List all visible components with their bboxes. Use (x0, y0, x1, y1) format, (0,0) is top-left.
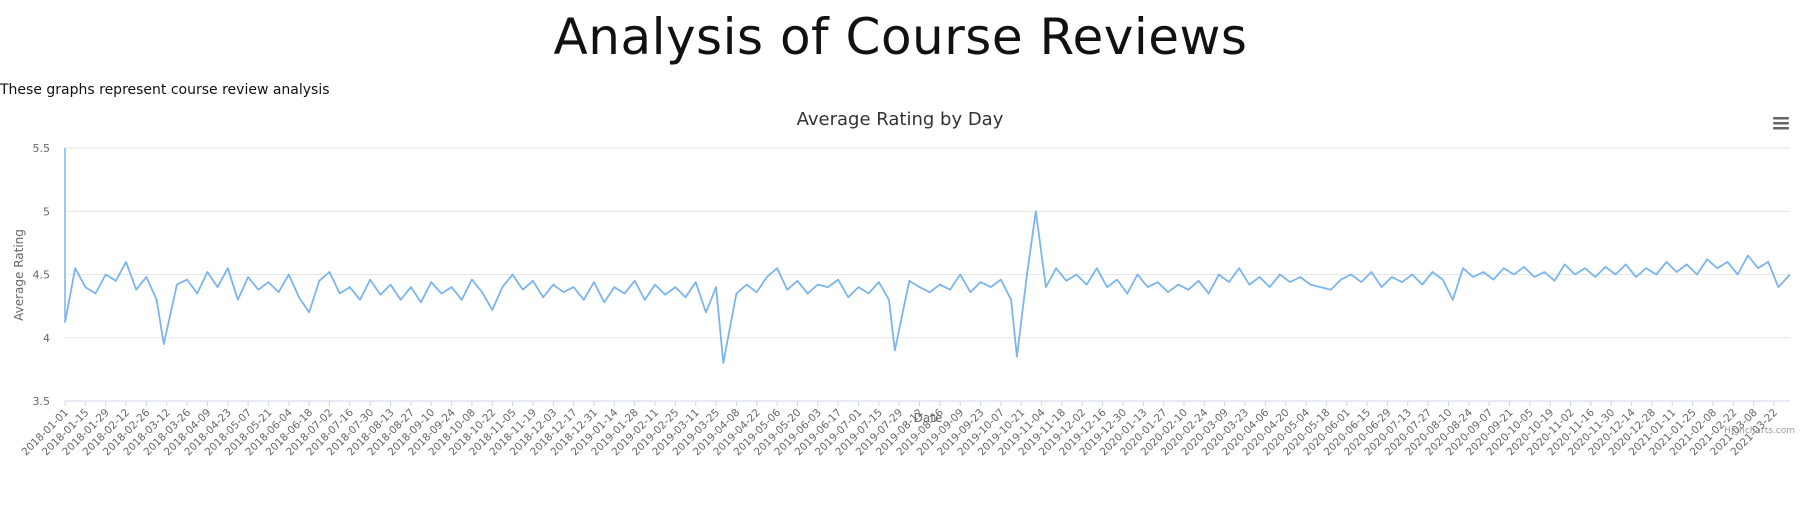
y-tick-label: 5 (43, 205, 50, 218)
page-title: Analysis of Course Reviews (553, 8, 1248, 66)
chart-title: Average Rating by Day (797, 109, 1004, 130)
y-tick-label: 5.5 (33, 142, 51, 155)
y-tick-label: 3.5 (33, 395, 51, 408)
chart-container: Average Rating by Day 3.5 4 4.5 5 5.5 2018-0… (0, 100, 1801, 509)
chart-credits[interactable]: Highcharts.com (1724, 426, 1795, 436)
series-layer (64, 148, 1791, 402)
menu-icon[interactable] (1772, 115, 1790, 131)
y-tick-label: 4 (43, 332, 50, 345)
y-tick-labels: 3.5 4 4.5 5 5.5 (33, 142, 51, 408)
x-axis-title: Date (914, 411, 943, 425)
y-tick-label: 4.5 (33, 269, 51, 282)
page-description: These graphs represent course review ana… (0, 82, 330, 98)
x-tick-labels: 2018-01-012018-01-152018-01-292018-02-12… (19, 401, 1780, 458)
series-line[interactable] (64, 210, 1791, 364)
line-chart: Average Rating by Day 3.5 4 4.5 5 5.5 2018-0… (12, 109, 1795, 458)
y-axis-title: Average Rating (12, 229, 26, 321)
